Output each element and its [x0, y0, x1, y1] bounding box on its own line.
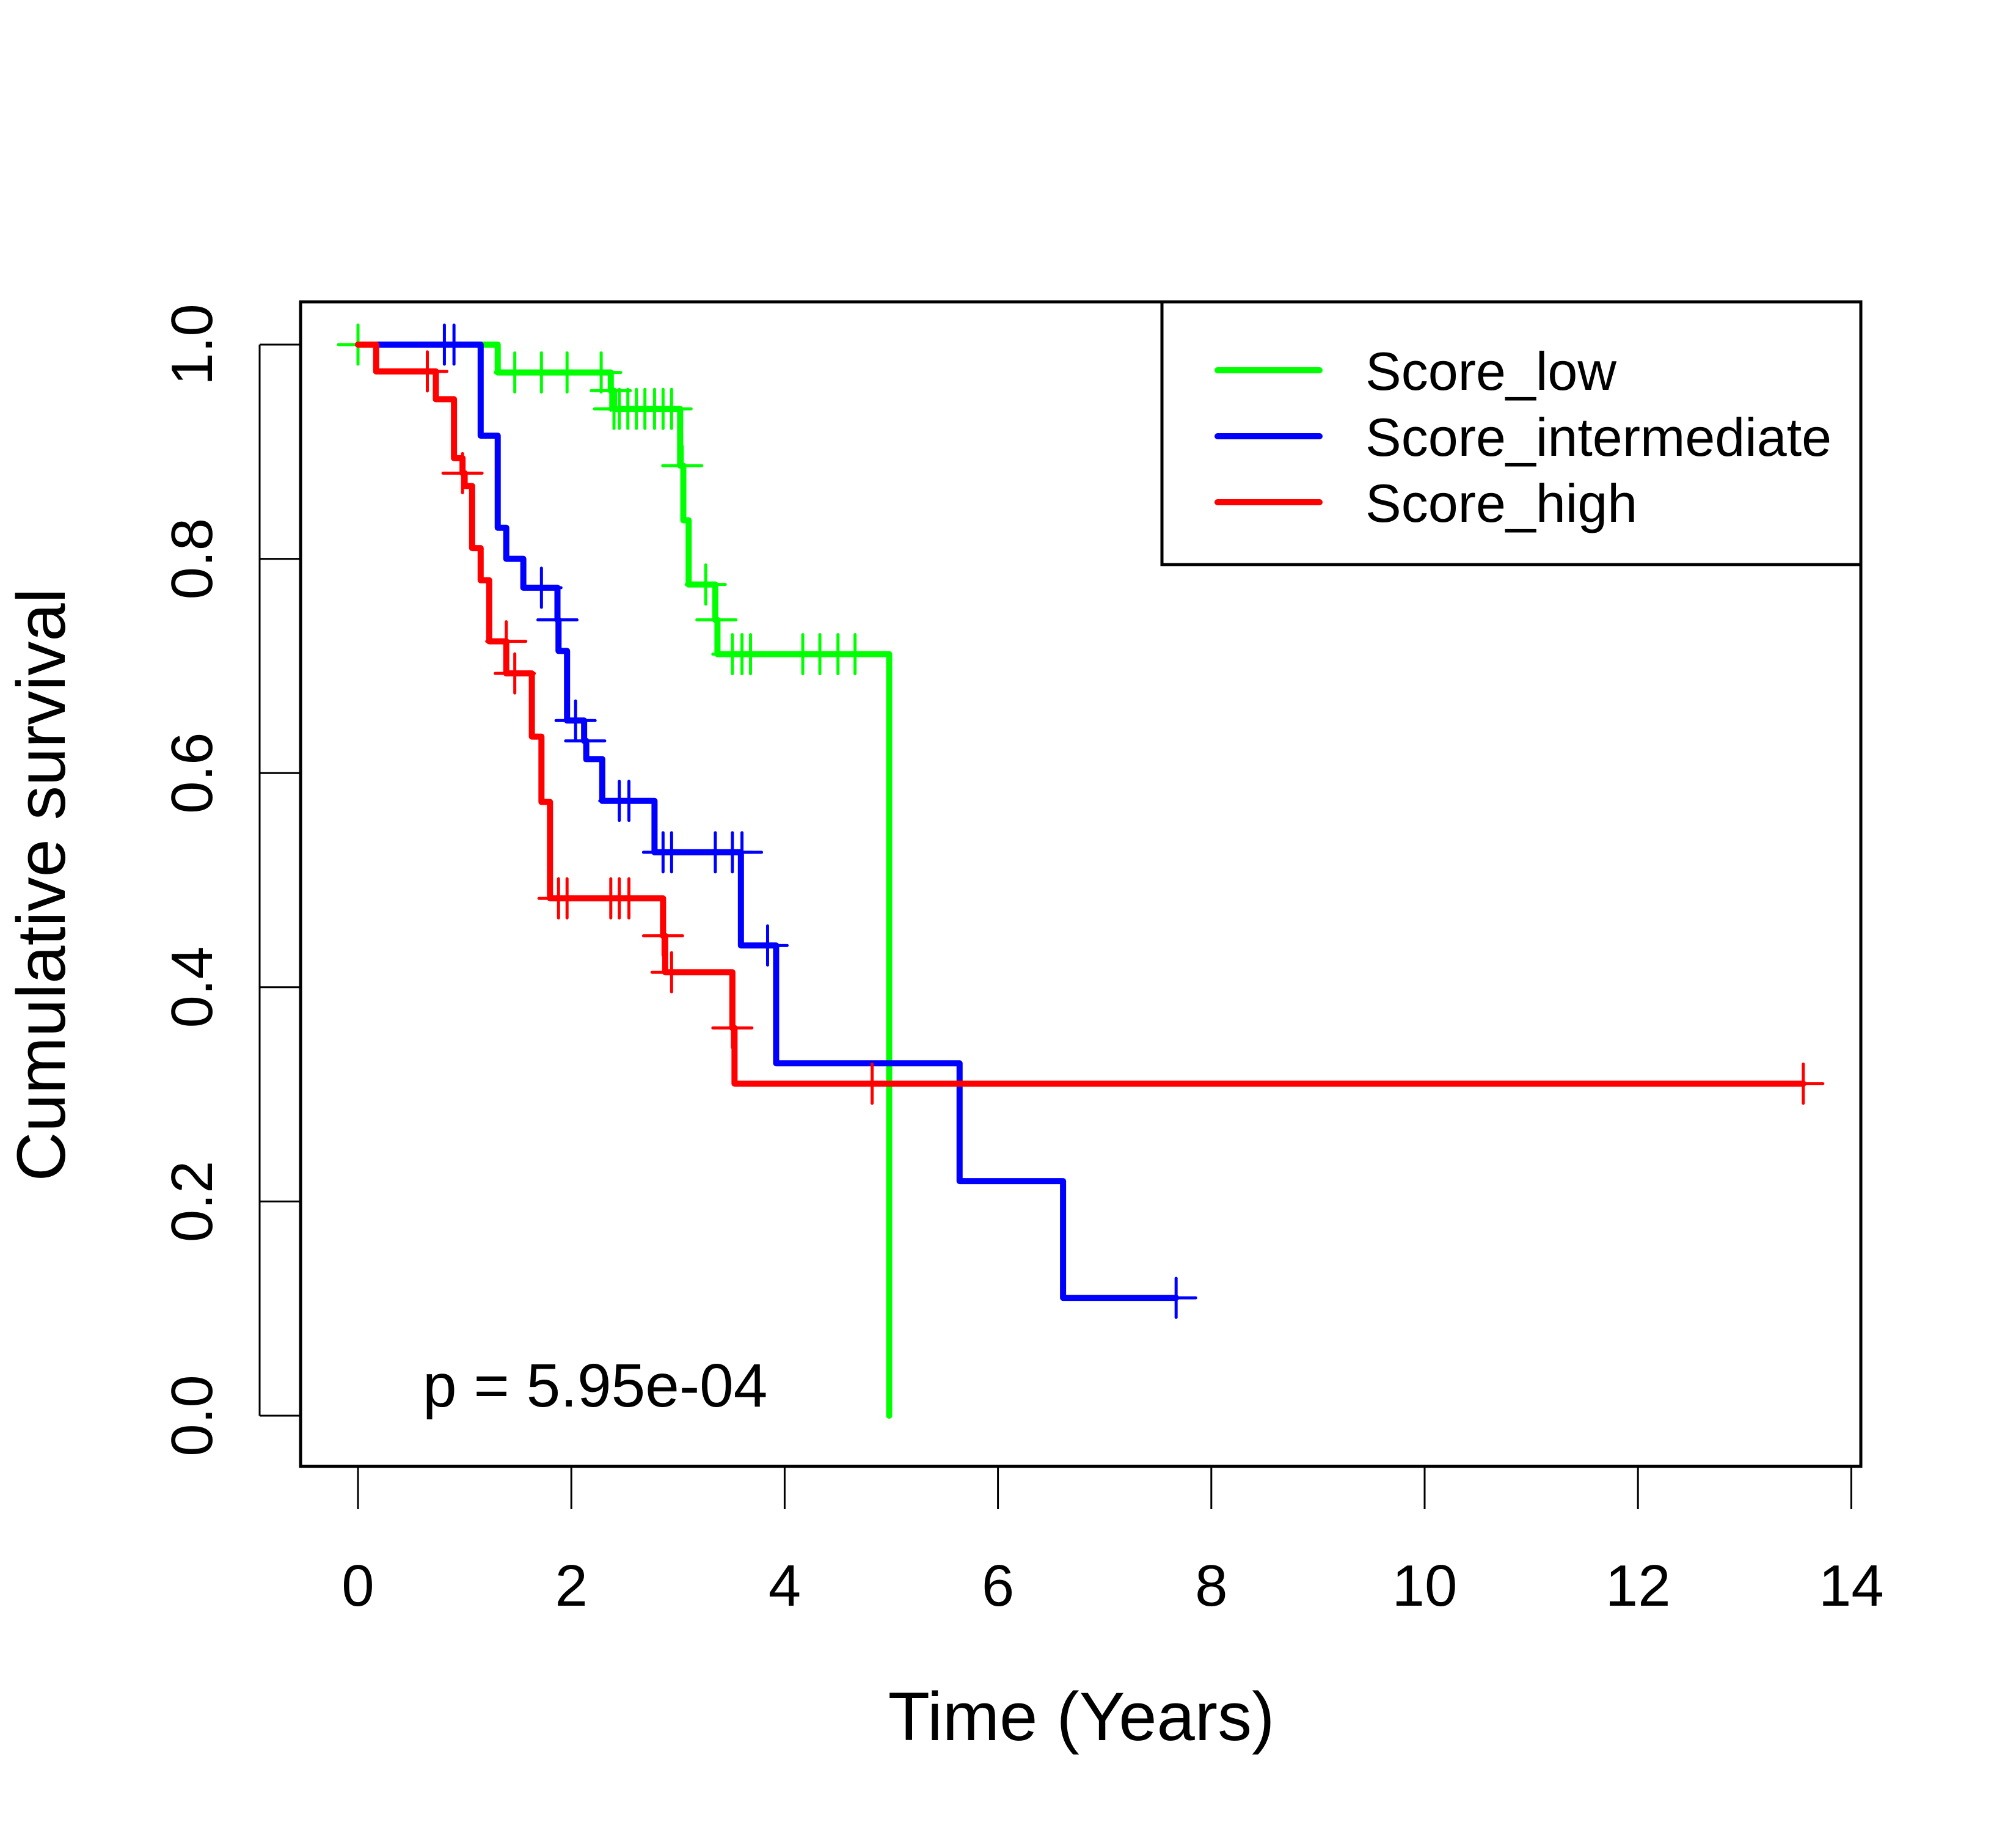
censor-mark [580, 351, 623, 394]
censor-mark [1155, 1276, 1197, 1319]
survival-step-line [355, 342, 893, 1419]
censor-mark [536, 599, 579, 642]
censor-mark [641, 915, 684, 957]
x-tick-label: 12 [1605, 1553, 1671, 1619]
censor-mark [494, 652, 536, 695]
censor-mark [433, 323, 475, 366]
series-score-high [355, 342, 1825, 1105]
x-axis-title: Time (Years) [888, 1678, 1275, 1755]
x-tick-label: 10 [1392, 1553, 1458, 1619]
censor-mark [554, 699, 597, 742]
x-axis: 0 2 4 6 8 10 12 14 [341, 1465, 1884, 1619]
x-tick-label: 0 [341, 1553, 374, 1619]
y-axis: 0.0 0.2 0.4 0.6 0.8 1.0 [159, 304, 301, 1457]
censor-mark [485, 620, 528, 663]
y-tick-label: 0.6 [159, 732, 225, 813]
legend-label: Score_high [1365, 473, 1637, 533]
censor-mark [564, 720, 607, 763]
censor-mark [406, 350, 448, 393]
censor-mark [441, 452, 484, 494]
y-tick-label: 0.8 [159, 518, 225, 599]
censor-mark [546, 351, 588, 394]
p-value-annotation: p = 5.95e-04 [423, 1352, 767, 1420]
censor-mark [650, 951, 693, 993]
censor-mark [746, 924, 789, 967]
x-tick-label: 6 [982, 1553, 1014, 1619]
censor-mark [729, 633, 772, 676]
censor-mark [1782, 1063, 1825, 1105]
censor-mark [607, 877, 650, 920]
censor-mark [711, 1006, 754, 1049]
legend-label: Score_low [1365, 341, 1616, 401]
x-tick-label: 4 [769, 1553, 801, 1619]
survival-step-line [355, 342, 1180, 1301]
censor-mark [590, 369, 632, 412]
censor-mark [695, 599, 738, 642]
y-axis-title: Cumulative survival [3, 588, 79, 1182]
censor-mark [834, 633, 877, 676]
legend-item: Score_low [1214, 341, 1616, 401]
y-tick-label: 0.0 [159, 1375, 225, 1456]
legend-item: Score_intermediate [1214, 407, 1832, 467]
legend-label: Score_intermediate [1365, 407, 1832, 467]
x-tick-label: 14 [1819, 1553, 1884, 1619]
censor-mark [520, 566, 563, 609]
censor-mark [650, 831, 693, 874]
series-score-intermediate [355, 323, 1197, 1319]
censor-mark [851, 1063, 894, 1105]
censor-mark [546, 877, 588, 920]
censor-mark [721, 831, 764, 874]
legend-item: Score_high [1214, 473, 1637, 533]
y-tick-label: 1.0 [159, 304, 225, 385]
y-tick-label: 0.4 [159, 946, 225, 1028]
x-tick-label: 2 [555, 1553, 588, 1619]
y-tick-label: 0.2 [159, 1161, 225, 1242]
x-tick-label: 8 [1195, 1553, 1227, 1619]
series-score-low [337, 323, 893, 1419]
censor-mark [661, 444, 704, 487]
censor-mark [607, 780, 650, 822]
censor-mark [650, 387, 693, 430]
survival-curves [337, 323, 1825, 1419]
censor-mark [684, 563, 727, 606]
